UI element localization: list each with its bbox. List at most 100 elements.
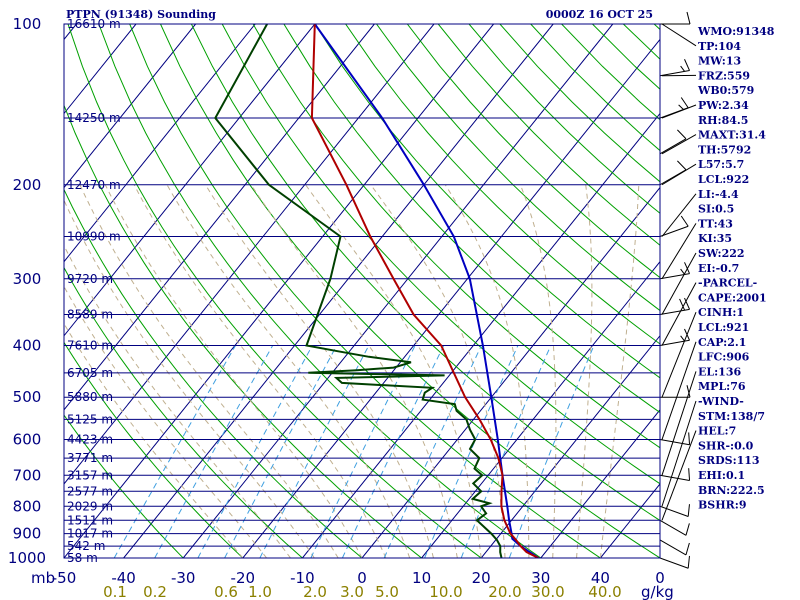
wind-barb-flag <box>684 297 691 310</box>
height-label: 1017 m <box>67 527 113 541</box>
pressure-label: 600 <box>13 431 42 449</box>
wind-barb-shaft <box>659 439 690 446</box>
sounding-index: CAP:2.1 <box>698 336 746 349</box>
height-label: 14250 m <box>67 111 121 125</box>
index-connector <box>661 193 697 237</box>
wind-barb <box>659 468 691 481</box>
mixing-ratio-line <box>508 345 595 558</box>
sounding-index: EL:136 <box>698 365 741 378</box>
sounding-index: SRDS:113 <box>698 454 760 467</box>
height-label: 9720 m <box>67 272 113 286</box>
temperature-tick-label: -30 <box>171 569 196 587</box>
isotherm <box>242 38 660 558</box>
isotherm <box>182 24 614 558</box>
moist-adiabat <box>576 184 593 558</box>
index-connector <box>661 430 697 521</box>
mixing-ratio-tick-label: 0.6 <box>214 583 238 600</box>
wind-barb <box>659 539 690 556</box>
wind-barb <box>659 519 690 536</box>
wind-barb <box>659 555 690 569</box>
sounding-index: CINH:1 <box>698 306 744 319</box>
sounding-index: EHI:0.1 <box>698 469 745 482</box>
index-connector <box>661 252 697 315</box>
wind-barb <box>659 97 689 119</box>
pressure-unit: mb <box>31 569 55 587</box>
moist-adiabat <box>104 184 363 558</box>
wind-barb-flag <box>686 11 691 25</box>
pressure-label: 400 <box>13 337 42 355</box>
wind-barb-flag <box>677 129 687 140</box>
mixing-ratio-tick-label: 1.0 <box>248 583 272 600</box>
sounding-index: RH:84.5 <box>698 114 748 127</box>
sounding-index: WMO:91348 <box>697 25 775 38</box>
wind-barb-flag <box>685 523 690 536</box>
sounding-index: LI:-4.4 <box>698 188 739 201</box>
wind-barb <box>659 432 691 446</box>
isotherm <box>64 24 494 558</box>
dry-adiabat <box>64 188 363 558</box>
sounding-index: SI:0.5 <box>698 203 734 216</box>
wind-barb <box>659 262 691 280</box>
plot-frame <box>63 23 661 559</box>
isotherm <box>64 24 316 337</box>
temperature-tick-label: 0 <box>655 569 665 587</box>
parcel-line <box>313 24 539 558</box>
sounding-index: LFC:906 <box>698 351 750 364</box>
height-label: 10990 m <box>67 229 121 243</box>
pressure-label: 200 <box>13 176 42 194</box>
temperature-tick-label: 10 <box>412 569 431 587</box>
dry-adiabat <box>67 24 482 558</box>
mixing-ratio-tick-label: 10.0 <box>429 583 462 600</box>
temperature-tick-label: -10 <box>290 569 315 587</box>
height-label: 2577 m <box>67 484 113 498</box>
isotherm <box>421 260 660 558</box>
pressure-label: 900 <box>13 525 42 543</box>
height-label: 12470 m <box>67 178 121 192</box>
sounding-index: TP:104 <box>698 40 741 53</box>
sounding-index: MW:13 <box>698 55 741 68</box>
pressure-label: 800 <box>13 497 42 515</box>
wind-barb <box>659 59 691 77</box>
wind-barb-flag <box>680 335 686 342</box>
dry-adiabat <box>64 266 303 558</box>
temperature-tick-label: 0 <box>357 569 367 587</box>
index-connector <box>661 163 697 186</box>
wind-barb-flag <box>688 468 691 481</box>
wind-barb <box>659 129 687 155</box>
isotherm <box>123 24 554 558</box>
sounding-index: BSHR:9 <box>698 499 747 512</box>
background-grid <box>64 24 660 558</box>
wind-barb-shaft <box>659 539 687 556</box>
wind-barb-shaft <box>659 70 690 77</box>
wind-barb-flag <box>685 542 690 556</box>
sounding-index: STM:138/7 <box>698 410 765 423</box>
wind-barb-shaft <box>659 505 689 517</box>
index-connector <box>661 23 697 47</box>
index-connector <box>661 282 697 346</box>
index-connector <box>661 312 697 398</box>
height-label: 5125 m <box>67 412 113 426</box>
wind-barb <box>659 215 689 237</box>
pressure-label: 700 <box>13 466 42 484</box>
index-connector <box>661 371 697 476</box>
wind-barb-flag <box>684 262 691 274</box>
height-label: 16610 m <box>67 17 121 31</box>
wind-barb-shaft <box>659 474 690 481</box>
sounding-index: -WIND- <box>698 395 744 408</box>
sounding-index: SW:222 <box>698 247 745 260</box>
chart-title: PTPN (91348) Sounding <box>66 8 216 21</box>
sounding-index: WB0:579 <box>697 84 754 97</box>
mixing-ratio-line <box>113 345 236 558</box>
mixing-ratio-tick-label: 3.0 <box>340 583 364 600</box>
isotherm <box>64 24 196 189</box>
wind-barb <box>659 504 690 517</box>
wind-barb-flag <box>688 432 691 445</box>
sounding-index: MAXT:31.4 <box>698 129 766 142</box>
dewpoint-line <box>214 24 503 558</box>
mixing-ratio-tick-label: 40.0 <box>588 583 621 600</box>
temperature-tick-label: -50 <box>52 569 77 587</box>
wind-barb-flag <box>677 160 687 171</box>
